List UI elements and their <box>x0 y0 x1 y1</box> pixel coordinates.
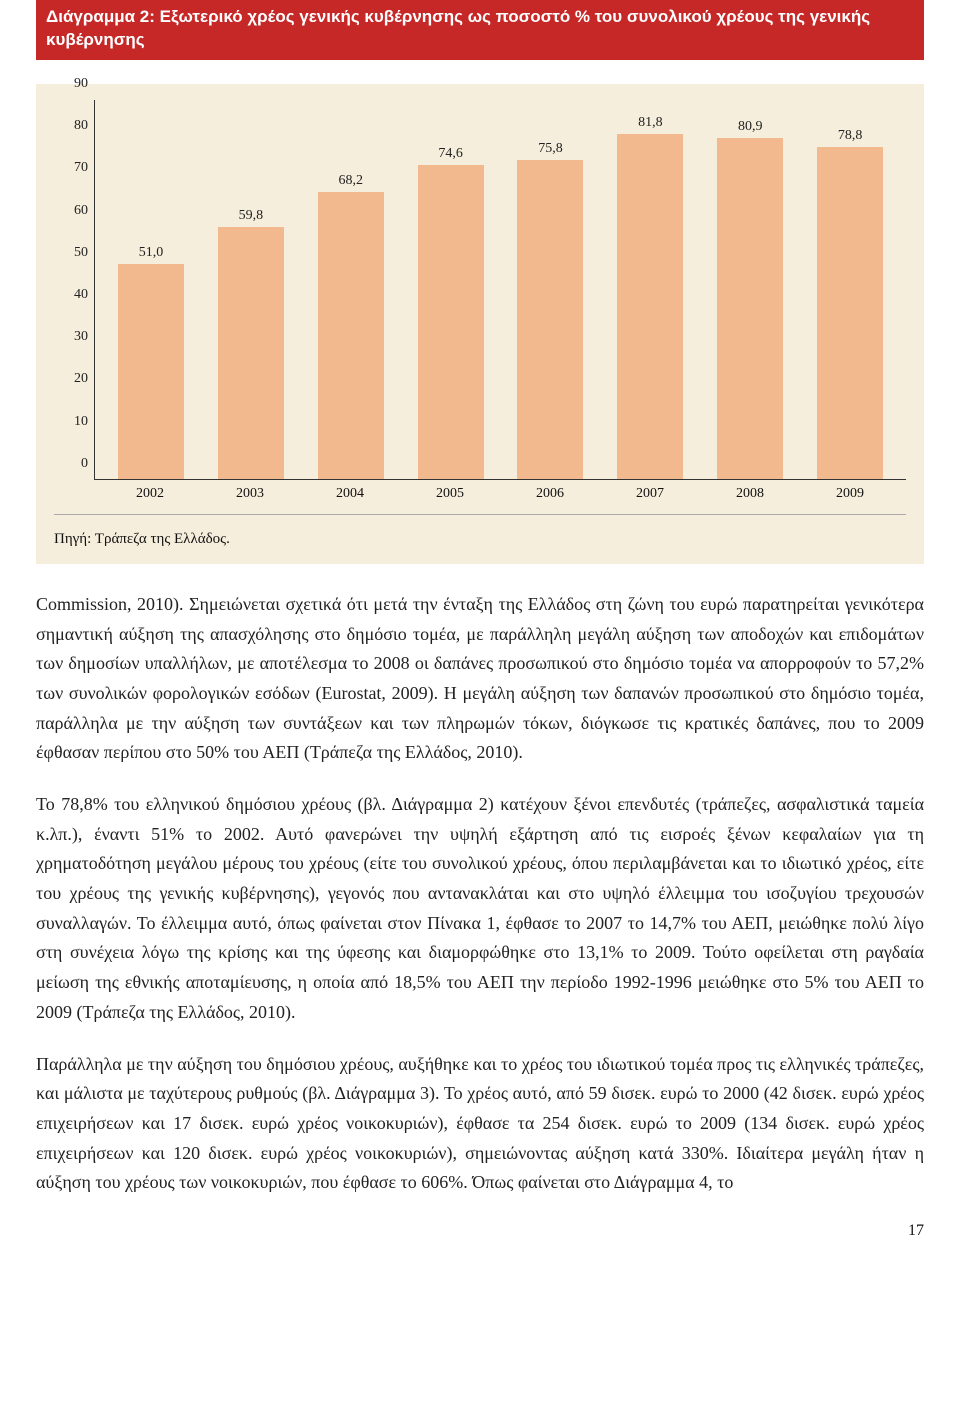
page-number: 17 <box>36 1222 924 1240</box>
x-axis: 20022003200420052006200720082009 <box>94 480 906 502</box>
chart-container: 0102030405060708090 51,059,868,274,675,8… <box>36 84 924 564</box>
bar-column: 74,6 <box>401 100 501 479</box>
y-tick-label: 40 <box>74 287 88 303</box>
paragraph-1: Commission, 2010). Σημειώνεται σχετικά ό… <box>36 590 924 768</box>
x-tick-label: 2008 <box>700 486 800 502</box>
chart-source: Πηγή: Τράπεζα της Ελλάδος. <box>54 514 906 554</box>
bar <box>318 192 384 479</box>
body-text: Commission, 2010). Σημειώνεται σχετικά ό… <box>36 590 924 1198</box>
bar <box>717 138 783 479</box>
bar-value-label: 78,8 <box>838 128 863 144</box>
bar <box>118 264 184 479</box>
x-tick-label: 2007 <box>600 486 700 502</box>
paragraph-3: Παράλληλα με την αύξηση του δημόσιου χρέ… <box>36 1050 924 1198</box>
bar-value-label: 75,8 <box>538 141 563 157</box>
bar <box>517 160 583 479</box>
y-tick-label: 80 <box>74 118 88 134</box>
bar-value-label: 51,0 <box>139 245 164 261</box>
bar <box>218 227 284 479</box>
y-tick-label: 0 <box>81 456 88 472</box>
chart-area: 0102030405060708090 51,059,868,274,675,8… <box>54 100 906 480</box>
bar-value-label: 74,6 <box>438 146 463 162</box>
paragraph-2: Το 78,8% του ελληνικού δημόσιου χρέους (… <box>36 790 924 1028</box>
y-axis: 0102030405060708090 <box>54 100 94 480</box>
x-tick-label: 2005 <box>400 486 500 502</box>
bar-column: 59,8 <box>201 100 301 479</box>
y-tick-label: 50 <box>74 245 88 261</box>
bar-column: 75,8 <box>501 100 601 479</box>
bar-value-label: 68,2 <box>338 173 363 189</box>
x-tick-label: 2004 <box>300 486 400 502</box>
y-tick-label: 20 <box>74 371 88 387</box>
bar <box>817 147 883 479</box>
y-tick-label: 10 <box>74 414 88 430</box>
bar-value-label: 81,8 <box>638 115 663 131</box>
bar-column: 51,0 <box>101 100 201 479</box>
bar-value-label: 80,9 <box>738 119 763 135</box>
x-tick-label: 2003 <box>200 486 300 502</box>
chart-plot: 51,0 59,8 68,2 74,6 75,8 81,8 80,9 78,8 <box>94 100 906 480</box>
bar-column: 80,9 <box>700 100 800 479</box>
bar <box>418 165 484 479</box>
bar-column: 68,2 <box>301 100 401 479</box>
bar-value-label: 59,8 <box>239 208 264 224</box>
bar <box>617 134 683 478</box>
y-tick-label: 30 <box>74 329 88 345</box>
x-tick-label: 2006 <box>500 486 600 502</box>
y-tick-label: 70 <box>74 160 88 176</box>
x-tick-label: 2009 <box>800 486 900 502</box>
bar-column: 81,8 <box>600 100 700 479</box>
bar-column: 78,8 <box>800 100 900 479</box>
x-tick-label: 2002 <box>100 486 200 502</box>
y-tick-label: 60 <box>74 203 88 219</box>
y-tick-label: 90 <box>74 76 88 92</box>
chart-title-band: Διάγραμμα 2: Εξωτερικό χρέος γενικής κυβ… <box>36 0 924 60</box>
